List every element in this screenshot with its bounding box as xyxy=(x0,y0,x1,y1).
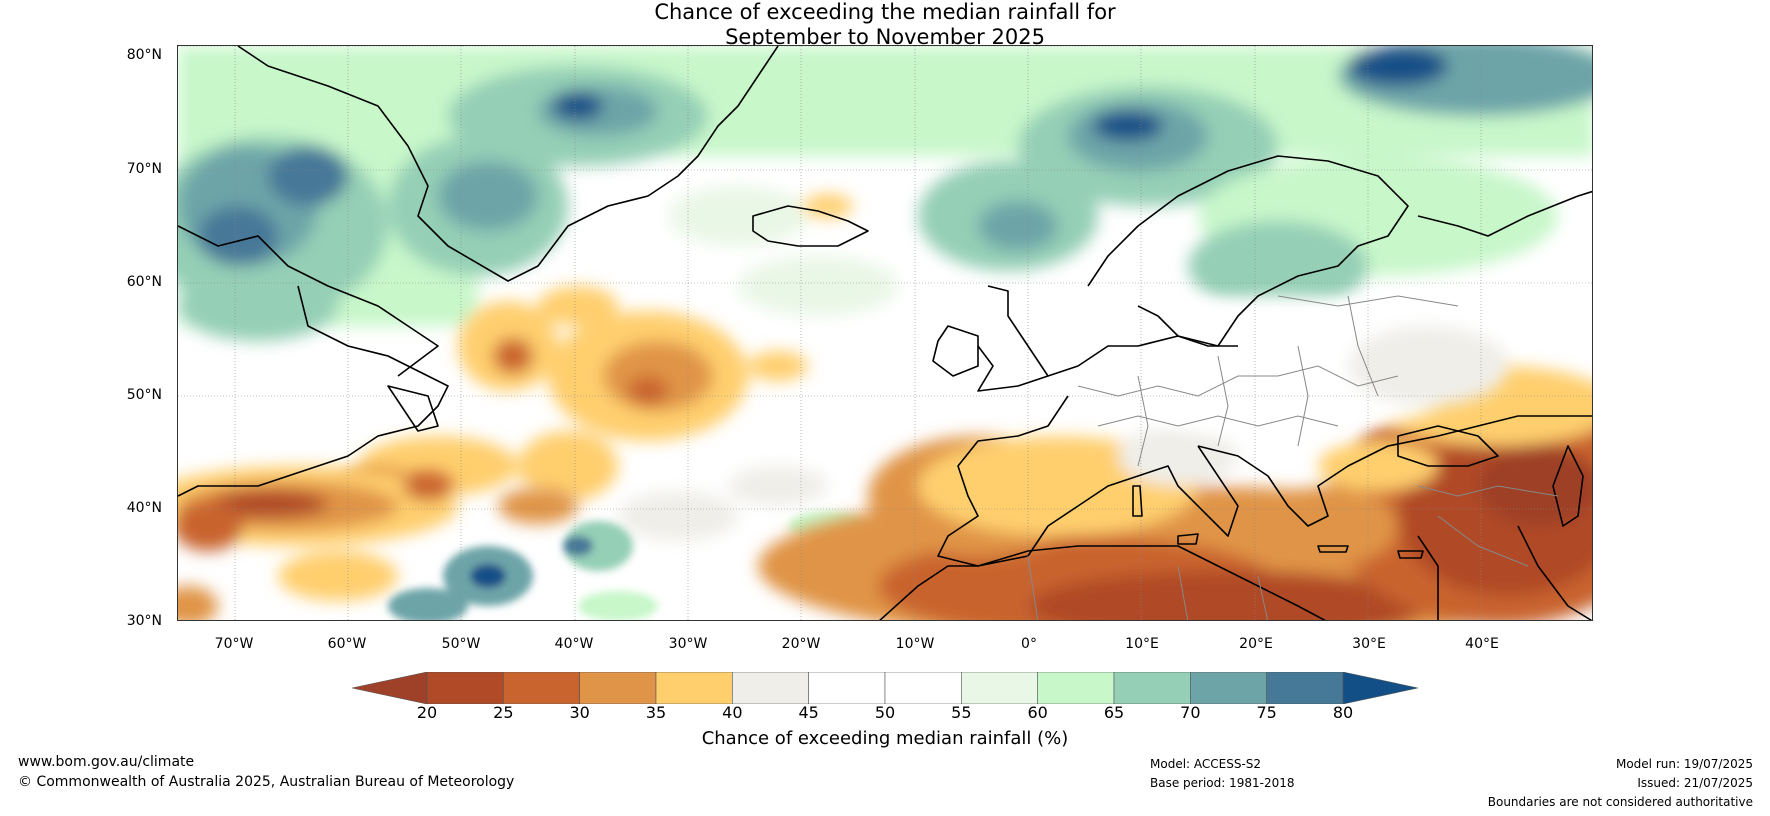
lon-label-20e: 20°E xyxy=(1239,636,1273,652)
colorbar-segment xyxy=(579,672,657,704)
colorbar-tick-label: 30 xyxy=(569,703,590,722)
colorbar-segment xyxy=(1037,672,1115,704)
lon-label-70w: 70°W xyxy=(214,636,254,652)
map-canvas xyxy=(178,46,1592,620)
dry-region-south xyxy=(758,366,1592,620)
title-line-1: Chance of exceeding the median rainfall … xyxy=(654,0,1116,24)
lat-label-60n: 60°N xyxy=(126,274,162,290)
colorbar-tick-label: 50 xyxy=(874,703,896,722)
footer-url: www.bom.gov.au/climate xyxy=(18,754,195,770)
colorbar-tick-label: 70 xyxy=(1180,703,1201,722)
footer-model-run: Model run: 19/07/2025 xyxy=(1615,757,1753,771)
colorbar-segment xyxy=(1190,672,1267,704)
normal-region-europe xyxy=(1078,296,1508,436)
colorbar-extend-low xyxy=(352,672,428,704)
footer-base-period: Base period: 1981-2018 xyxy=(1150,776,1295,790)
lon-label-30e: 30°E xyxy=(1352,636,1386,652)
country-borders xyxy=(1027,295,1559,620)
lon-label-50w: 50°W xyxy=(441,636,481,652)
colorbar-segment xyxy=(961,672,1038,704)
lat-label-80n: 80°N xyxy=(126,47,162,63)
colorbar-tick-label: 40 xyxy=(722,703,743,722)
colorbar-segment xyxy=(426,672,504,704)
colorbar-tick-label: 25 xyxy=(493,703,514,722)
lat-label-30n: 30°N xyxy=(126,613,162,629)
rainfall-map xyxy=(177,45,1593,621)
colorbar-extend-high xyxy=(1342,672,1418,704)
lon-label-30w: 30°W xyxy=(668,636,708,652)
colorbar-segment xyxy=(503,672,580,704)
colorbar xyxy=(352,672,1418,704)
lon-label-10w: 10°W xyxy=(895,636,935,652)
colorbar-tick-label: 35 xyxy=(645,703,667,722)
coastlines xyxy=(178,46,1592,620)
lon-label-60w: 60°W xyxy=(327,636,367,652)
footer-disclaimer: Boundaries are not considered authoritat… xyxy=(1487,795,1753,809)
footer-issued: Issued: 21/07/2025 xyxy=(1637,776,1753,790)
colorbar-tick-label: 55 xyxy=(951,703,972,722)
colorbar-segment xyxy=(1266,672,1344,704)
colorbar-tick-label: 80 xyxy=(1332,703,1354,722)
footer-copyright: © Commonwealth of Australia 2025, Austra… xyxy=(18,774,515,790)
lon-label-0: 0° xyxy=(1021,636,1037,652)
lat-label-40n: 40°N xyxy=(126,500,162,516)
colorbar-segment xyxy=(655,672,733,704)
lon-label-40w: 40°W xyxy=(554,636,594,652)
wet-region-north xyxy=(178,46,1592,341)
colorbar-tick-label: 45 xyxy=(798,703,819,722)
graticule xyxy=(178,46,1592,620)
lat-label-70n: 70°N xyxy=(126,161,162,177)
colorbar-segment xyxy=(1113,672,1191,704)
colorbar-segment xyxy=(808,672,886,704)
colorbar-label: Chance of exceeding median rainfall (%) xyxy=(701,728,1069,749)
map-title: Chance of exceeding the median rainfall … xyxy=(0,0,1770,50)
colorbar-tick-label: 65 xyxy=(1103,703,1125,722)
lat-label-50n: 50°N xyxy=(126,387,162,403)
colorbar-tick-label: 60 xyxy=(1027,703,1048,722)
colorbar-tick-label: 20 xyxy=(416,703,438,722)
lon-label-20w: 20°W xyxy=(781,636,821,652)
lon-label-40e: 40°E xyxy=(1465,636,1499,652)
colorbar-tick-label: 75 xyxy=(1256,703,1277,722)
footer-model: Model: ACCESS-S2 xyxy=(1150,757,1262,771)
colorbar-segment xyxy=(884,672,962,704)
colorbar-segment xyxy=(732,672,809,704)
lon-label-10e: 10°E xyxy=(1125,636,1159,652)
